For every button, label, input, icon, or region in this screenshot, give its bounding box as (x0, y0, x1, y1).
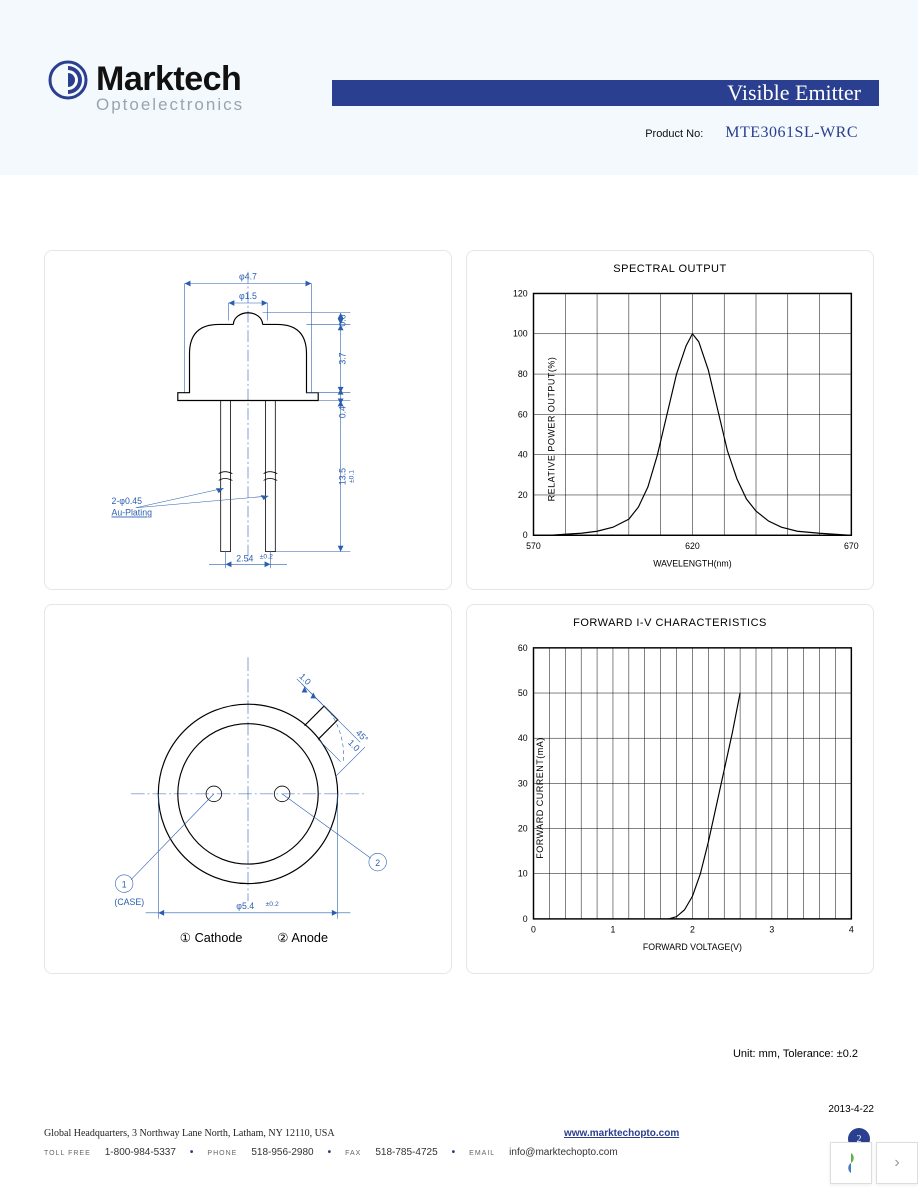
dim-lens-h: 0.6 (338, 314, 348, 326)
sep-icon: • (328, 1147, 332, 1158)
product-number: MTE3061SL-WRC (725, 124, 858, 142)
widget-logo-button[interactable] (830, 1142, 872, 1184)
panel-bottom-drawing: 1.0 1.0 45° 1 (CASE) 2 (44, 604, 452, 974)
footer-address: Global Headquarters, 3 Northway Lane Nor… (44, 1128, 874, 1139)
ylabel-spectral: RELATIVE POWER OUTPUT(%) (546, 357, 556, 502)
lead-note-2: Au-Plating (112, 508, 153, 518)
logo: Marktech Optoelectronics (48, 60, 244, 115)
svg-text:WAVELENGTH(nm): WAVELENGTH(nm) (653, 558, 731, 568)
dim-base-dia: φ5.4 (236, 901, 254, 911)
svg-text:50: 50 (518, 688, 528, 698)
chart-title-spectral: SPECTRAL OUTPUT (475, 263, 865, 275)
svg-text:40: 40 (518, 450, 528, 460)
spectral-chart-svg: 0 20 40 60 80 100 120 570 620 670 WAVELENGTH(nm) (475, 281, 865, 577)
svg-text:570: 570 (526, 541, 541, 551)
svg-text:10: 10 (518, 869, 528, 879)
svg-text:100: 100 (513, 329, 528, 339)
phone-value: 518-956-2980 (251, 1147, 313, 1158)
svg-text:20: 20 (518, 490, 528, 500)
chart-title-iv: FORWARD I-V CHARACTERISTICS (475, 617, 865, 629)
dim-tab-w: 1.0 (297, 671, 313, 687)
logo-text-block: Marktech Optoelectronics (96, 60, 244, 115)
svg-text:FORWARD VOLTAGE(V): FORWARD VOLTAGE(V) (643, 942, 742, 952)
category-bar: Visible Emitter (337, 80, 879, 106)
svg-text:60: 60 (518, 643, 528, 653)
legend-anode: ② Anode (277, 931, 328, 945)
pin1-num: 1 (122, 879, 127, 889)
svg-text:30: 30 (518, 778, 528, 788)
phone-label: PHONE (207, 1150, 237, 1157)
svg-text:60: 60 (518, 409, 528, 419)
dim-flange-h: 0.4 (338, 406, 348, 418)
company-name: Marktech (96, 60, 244, 99)
email-value: info@marktechopto.com (509, 1147, 618, 1158)
panel-side-drawing: φ4.7 φ1.5 0.6 3.7 (44, 250, 452, 590)
dim-lead-tol: ±0.1 (348, 470, 355, 483)
footer-website-wrap: www.marktechopto.com (564, 1128, 679, 1139)
dim-body-h: 3.7 (338, 352, 348, 364)
svg-text:1: 1 (611, 925, 616, 935)
website-link[interactable]: www.marktechopto.com (564, 1128, 679, 1139)
tollfree-label: TOLL FREE (44, 1150, 91, 1157)
svg-text:2: 2 (690, 925, 695, 935)
dim-outer-dia: φ4.7 (239, 272, 257, 282)
svg-text:620: 620 (685, 541, 700, 551)
company-sub: Optoelectronics (96, 95, 244, 115)
fax-label: FAX (345, 1150, 361, 1157)
sep-icon: • (190, 1147, 194, 1158)
product-line: Product No: MTE3061SL-WRC (645, 124, 858, 142)
svg-text:4: 4 (849, 925, 854, 935)
footer-contacts: TOLL FREE 1-800-984-5337 • PHONE 518-956… (44, 1147, 874, 1158)
svg-text:670: 670 (844, 541, 859, 551)
dim-lead-spacing: 2.54 (236, 553, 253, 563)
svg-text:0: 0 (523, 530, 528, 540)
unit-note: Unit: mm, Tolerance: ±0.2 (733, 1048, 858, 1060)
dim-lead-len: 13.5 (338, 468, 348, 485)
iv-chart-svg: 0 10 20 30 40 50 60 0 1 2 3 4 FORWARD VOLTAGE(V) (475, 635, 865, 961)
svg-text:3: 3 (769, 925, 774, 935)
logo-mark-icon (48, 60, 88, 100)
email-label: EMAIL (469, 1150, 495, 1157)
footer: Global Headquarters, 3 Northway Lane Nor… (44, 1128, 874, 1158)
legend-cathode: ① Cathode (180, 931, 243, 945)
panel-iv-chart: FORWARD I-V CHARACTERISTICS FORWARD CURR… (466, 604, 874, 974)
panel-spectral-chart: SPECTRAL OUTPUT RELATIVE POWER OUTPUT(%)… (466, 250, 874, 590)
bottom-drawing-svg: 1.0 1.0 45° 1 (CASE) 2 (53, 613, 443, 965)
svg-text:0: 0 (531, 925, 536, 935)
date: 2013-4-22 (828, 1104, 874, 1115)
case-label: (CASE) (114, 897, 144, 907)
svg-text:80: 80 (518, 369, 528, 379)
fax-value: 518-785-4725 (375, 1147, 437, 1158)
svg-text:20: 20 (518, 823, 528, 833)
svg-text:40: 40 (518, 733, 528, 743)
side-drawing-svg: φ4.7 φ1.5 0.6 3.7 (53, 259, 443, 581)
ylabel-iv: FORWARD CURRENT(mA) (535, 737, 545, 859)
product-label: Product No: (645, 128, 703, 140)
dim-base-tol: ±0.2 (266, 901, 279, 908)
pin2-num: 2 (375, 858, 380, 868)
svg-text:0: 0 (523, 914, 528, 924)
sep-icon: • (452, 1147, 456, 1158)
datasheet-page: Marktech Optoelectronics Visible Emitter… (0, 0, 918, 1188)
widget-next-button[interactable]: › (876, 1142, 918, 1184)
svg-text:120: 120 (513, 288, 528, 298)
lead-note-1: 2-φ0.45 (112, 496, 143, 506)
panels-grid: φ4.7 φ1.5 0.6 3.7 (44, 250, 874, 974)
dim-lens-dia: φ1.5 (239, 291, 257, 301)
floating-widget: › (830, 1142, 918, 1184)
tollfree-value: 1-800-984-5337 (105, 1147, 176, 1158)
dim-spacing-tol: ±0.2 (260, 553, 273, 560)
petal-icon (839, 1151, 863, 1175)
